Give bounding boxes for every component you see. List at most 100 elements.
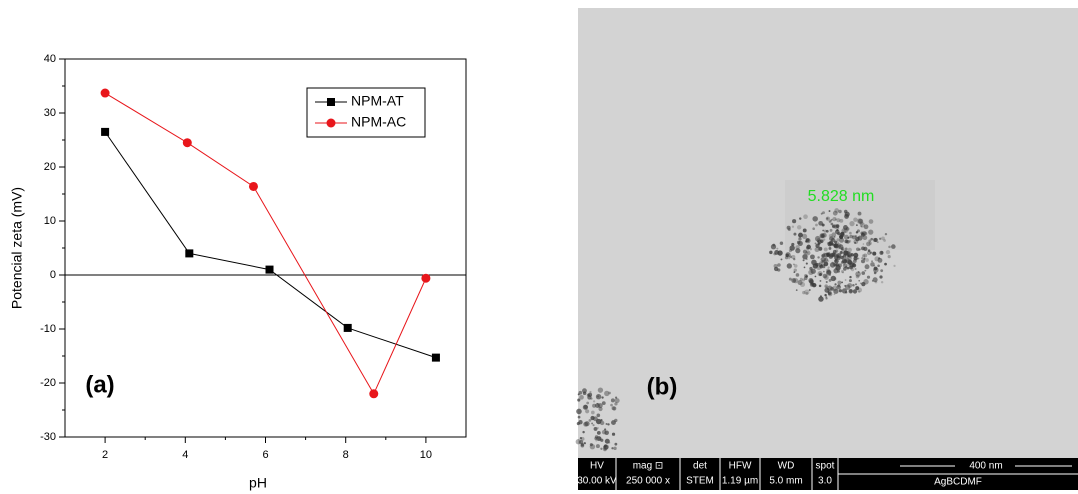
particle	[807, 252, 809, 254]
particle	[776, 248, 778, 250]
particle	[819, 273, 822, 276]
particle	[789, 245, 794, 250]
particle	[861, 246, 865, 250]
particle	[602, 430, 607, 435]
particle	[812, 216, 818, 222]
particle	[798, 233, 803, 238]
particle	[838, 244, 843, 249]
particle	[842, 271, 844, 273]
particle	[820, 261, 822, 263]
particle	[793, 233, 796, 236]
info-header: mag ⊡	[633, 461, 664, 472]
particle	[840, 256, 843, 259]
particle	[598, 387, 603, 392]
particle	[855, 283, 857, 285]
particle	[831, 276, 836, 281]
particle	[853, 289, 857, 293]
particle	[800, 282, 805, 287]
particle	[858, 291, 860, 293]
y-tick-label: -30	[40, 431, 56, 443]
particle	[861, 257, 863, 259]
particle	[836, 285, 841, 290]
particle	[796, 273, 800, 277]
particle	[800, 278, 803, 281]
particle	[846, 227, 850, 231]
particle	[884, 263, 887, 266]
legend-label: NPM-AC	[351, 114, 406, 130]
particle	[856, 224, 858, 226]
info-value: 1.19 µm	[722, 476, 758, 487]
particle	[810, 248, 812, 250]
particle	[891, 244, 896, 249]
y-tick-label: 10	[44, 215, 56, 227]
particle	[769, 251, 772, 254]
particle	[806, 263, 808, 265]
particle	[608, 392, 611, 395]
particle	[796, 289, 798, 291]
particle	[824, 294, 826, 296]
measurement-label: 5.828 nm	[808, 188, 875, 205]
particle	[829, 241, 834, 246]
particle	[788, 257, 790, 259]
particle	[777, 263, 781, 267]
particle	[832, 217, 836, 221]
particle	[879, 275, 882, 278]
particle	[836, 238, 839, 241]
particle	[831, 219, 833, 221]
particle	[817, 256, 819, 258]
particle	[877, 241, 879, 243]
particle	[826, 217, 828, 219]
particle	[883, 239, 886, 242]
particle	[788, 228, 791, 231]
particle	[605, 439, 610, 444]
particle	[785, 256, 788, 259]
particle	[844, 235, 849, 240]
particle	[835, 259, 837, 261]
y-tick-label: 40	[44, 53, 56, 65]
particle	[853, 239, 858, 244]
x-tick-label: 4	[182, 449, 188, 461]
particle	[578, 416, 581, 419]
particle	[849, 221, 854, 226]
chart: 5.828 nm (b) HV30.00 kVmag ⊡250 000 xdet…	[0, 0, 1078, 494]
sample-name: AgBCDMF	[934, 477, 982, 488]
particle	[862, 233, 864, 235]
particle	[587, 395, 591, 399]
particle	[809, 267, 812, 270]
marker	[183, 138, 192, 147]
particle	[849, 235, 853, 239]
particle	[842, 288, 847, 293]
particle	[888, 255, 891, 258]
y-tick-label: 30	[44, 107, 56, 119]
particle	[834, 208, 839, 213]
particle	[822, 230, 824, 232]
particle	[803, 228, 807, 232]
particle	[607, 423, 609, 425]
particle	[794, 264, 798, 268]
particle	[849, 279, 852, 282]
particle	[834, 241, 839, 246]
info-header: WD	[778, 461, 795, 472]
particle	[591, 411, 595, 415]
particle	[844, 240, 848, 244]
particle	[601, 396, 603, 398]
particle	[780, 242, 783, 245]
particle	[803, 214, 808, 219]
particle	[839, 289, 842, 292]
particle	[582, 431, 584, 433]
particle	[594, 437, 597, 440]
particle	[772, 244, 775, 247]
info-value: 3.0	[818, 476, 832, 487]
particle	[820, 233, 825, 238]
info-value: 30.00 kV	[577, 476, 617, 487]
particle	[873, 277, 878, 282]
particle	[858, 258, 860, 260]
particle	[821, 213, 823, 215]
particle	[829, 247, 832, 250]
particle	[840, 236, 843, 239]
particle	[797, 225, 801, 229]
particle	[874, 272, 877, 275]
particle	[826, 230, 829, 233]
marker	[185, 249, 193, 257]
particle	[855, 286, 859, 290]
